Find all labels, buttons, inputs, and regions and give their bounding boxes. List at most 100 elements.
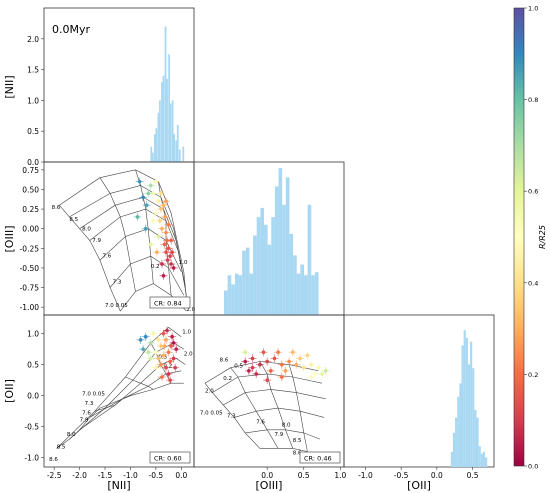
grid-line	[288, 364, 308, 452]
histogram-bar	[161, 81, 163, 162]
grid-label: 1.0	[179, 260, 188, 266]
y-tick-label: 0.75	[22, 166, 39, 175]
histogram-bar	[285, 177, 290, 315]
histogram-bars	[450, 330, 488, 467]
panel-nii-oiii: 8.6 8.5 8.07.9 7.6 7.3 7.0 0.05 0.2 1.0 2.0 CR: …	[43, 161, 196, 316]
scatter-point	[165, 238, 169, 243]
scatter-point	[323, 369, 328, 373]
histogram-bar	[234, 273, 239, 315]
grid-label: 7.9	[92, 238, 101, 244]
histogram-bar	[260, 207, 264, 315]
y-tick-label: -0.50	[20, 264, 40, 273]
grid-label: 7.6	[256, 420, 265, 426]
scatter-point	[173, 365, 177, 370]
scatter-point	[143, 334, 148, 339]
cr-box	[299, 451, 341, 464]
y-tick-label: 1.0	[27, 96, 39, 105]
scatter-point	[148, 183, 153, 188]
colorbar-ticks: 0.0 0.2 0.4 0.6 0.8 1.0	[524, 5, 538, 471]
histogram-bar	[176, 125, 179, 162]
scatter-point	[156, 199, 161, 204]
grid-label: 7.0 0.05	[105, 303, 128, 309]
y-tick-label: 0.0	[27, 392, 39, 401]
grid-line	[69, 185, 185, 280]
cr-label: CR: 0.60	[154, 455, 182, 463]
colorbar-tick-label: 1.0	[528, 5, 538, 13]
histogram-bar	[457, 396, 460, 467]
scatter-point	[269, 369, 273, 373]
histogram-bar	[182, 146, 185, 162]
y-tick-label: 0.5	[27, 361, 39, 370]
grid-label: 8.0	[67, 432, 76, 438]
cr-label: CR: 0.46	[304, 455, 332, 463]
scatter-point	[171, 356, 176, 361]
cr-label: CR: 0.84	[154, 300, 182, 308]
scatter-point	[151, 219, 156, 223]
grid-label: 7.6	[102, 254, 111, 260]
y-tick-label: -0.75	[20, 284, 40, 293]
panel-nii-oii: 1.0 2.0 0.5 0.2 7.0 0.05 7.3 7.6 7.9 8.08.5 8.6 C…	[43, 314, 195, 468]
x-tick-label: 0.0	[175, 471, 187, 480]
histogram-bar	[169, 103, 172, 162]
scatter-point	[316, 365, 321, 370]
y-tick-label: 0.25	[22, 205, 39, 214]
histogram-bar	[227, 275, 232, 315]
histogram-bar	[155, 128, 158, 162]
histogram-bar	[307, 204, 312, 315]
histogram-bar	[162, 75, 165, 162]
histogram-bar	[164, 26, 167, 163]
grid-line	[94, 395, 131, 412]
histogram-bar	[175, 140, 178, 162]
grid-line	[135, 169, 154, 284]
histogram-bar	[311, 275, 315, 315]
grid-line	[259, 361, 294, 449]
scatter-point	[135, 215, 140, 219]
scatter-point	[151, 331, 156, 336]
histogram-bar	[478, 446, 481, 467]
histogram-bar	[150, 146, 153, 162]
scatter-point	[164, 338, 168, 342]
scatter-point	[166, 246, 171, 251]
scatter-point	[146, 350, 151, 355]
histogram-bar	[485, 457, 488, 467]
scatter-point	[156, 234, 161, 239]
grid-line	[79, 358, 186, 431]
scatter-point	[159, 191, 163, 196]
y-tick-label: -0.5	[24, 423, 39, 432]
grid-label: 2.0	[186, 307, 195, 313]
scatter-point	[168, 254, 172, 258]
grid-label: 8.6	[52, 205, 61, 211]
scatter-point	[276, 350, 280, 355]
grid-label: 0.2	[163, 364, 172, 370]
histogram-bar	[256, 217, 261, 315]
scatter-point	[168, 378, 172, 382]
scatter-point	[163, 215, 167, 219]
scatter-point	[161, 273, 166, 278]
colorbar-tick-label: 0.6	[528, 188, 538, 196]
colorbar-tick-label: 0.0	[528, 463, 538, 471]
grid-line	[56, 327, 182, 449]
grid-line	[59, 205, 121, 312]
histogram-bar	[159, 100, 161, 162]
scatter-point	[161, 331, 166, 336]
scatter-point	[154, 179, 158, 184]
panel-frame	[343, 314, 495, 468]
x-tick-label: -2.5	[47, 471, 62, 480]
panel-oiii-oii: 8.6 0.50.2 2.0 7.0 0.05 7.3 7.6 7.9 8.0 8.5 8.6 C…	[193, 314, 345, 468]
time-label: 0.0Myr	[52, 23, 90, 36]
histogram-bar	[289, 233, 294, 315]
scatter-point	[138, 338, 143, 342]
colorbar-tick-label: 0.2	[528, 371, 538, 379]
histogram-bar	[482, 451, 486, 467]
histogram-bar	[278, 168, 283, 315]
scatter-points	[133, 177, 178, 280]
histogram-bar	[459, 383, 462, 467]
scatter-point	[162, 242, 167, 247]
scatter-point	[258, 362, 262, 367]
colorbar-tick-label: 0.4	[528, 279, 538, 287]
y-axis-label-oiii: [OIII]	[3, 226, 16, 253]
histogram-bar	[238, 275, 243, 315]
histogram-bar	[465, 337, 468, 467]
histogram-bar	[253, 235, 257, 315]
